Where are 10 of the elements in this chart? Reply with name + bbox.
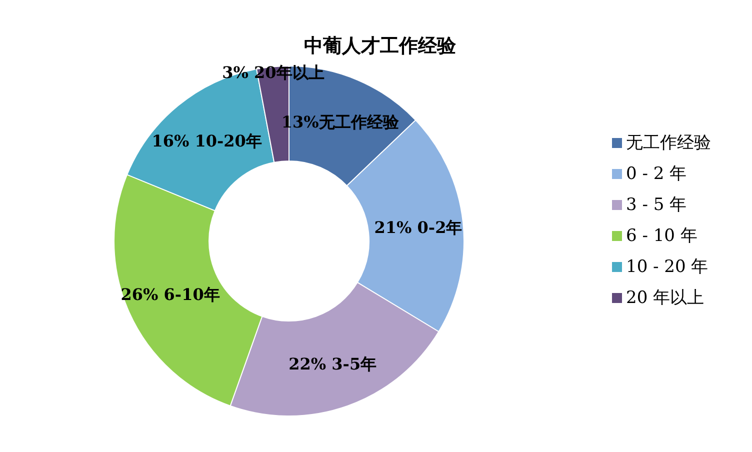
legend-label: 3 - 5 年 [626,195,687,215]
legend-label: 无工作经验 [626,133,711,153]
legend-label: 10 - 20 年 [626,257,708,277]
legend-label: 0 - 2 年 [626,164,687,184]
legend-label: 20 年以上 [626,288,704,308]
data-label: 16% 10-20年 [152,131,262,150]
chart-title: 中葡人才工作经验 [304,35,457,57]
legend-label: 6 - 10 年 [626,226,698,246]
data-label: 21% 0-2年 [374,218,462,237]
data-label: 22% 3-5年 [288,354,377,374]
